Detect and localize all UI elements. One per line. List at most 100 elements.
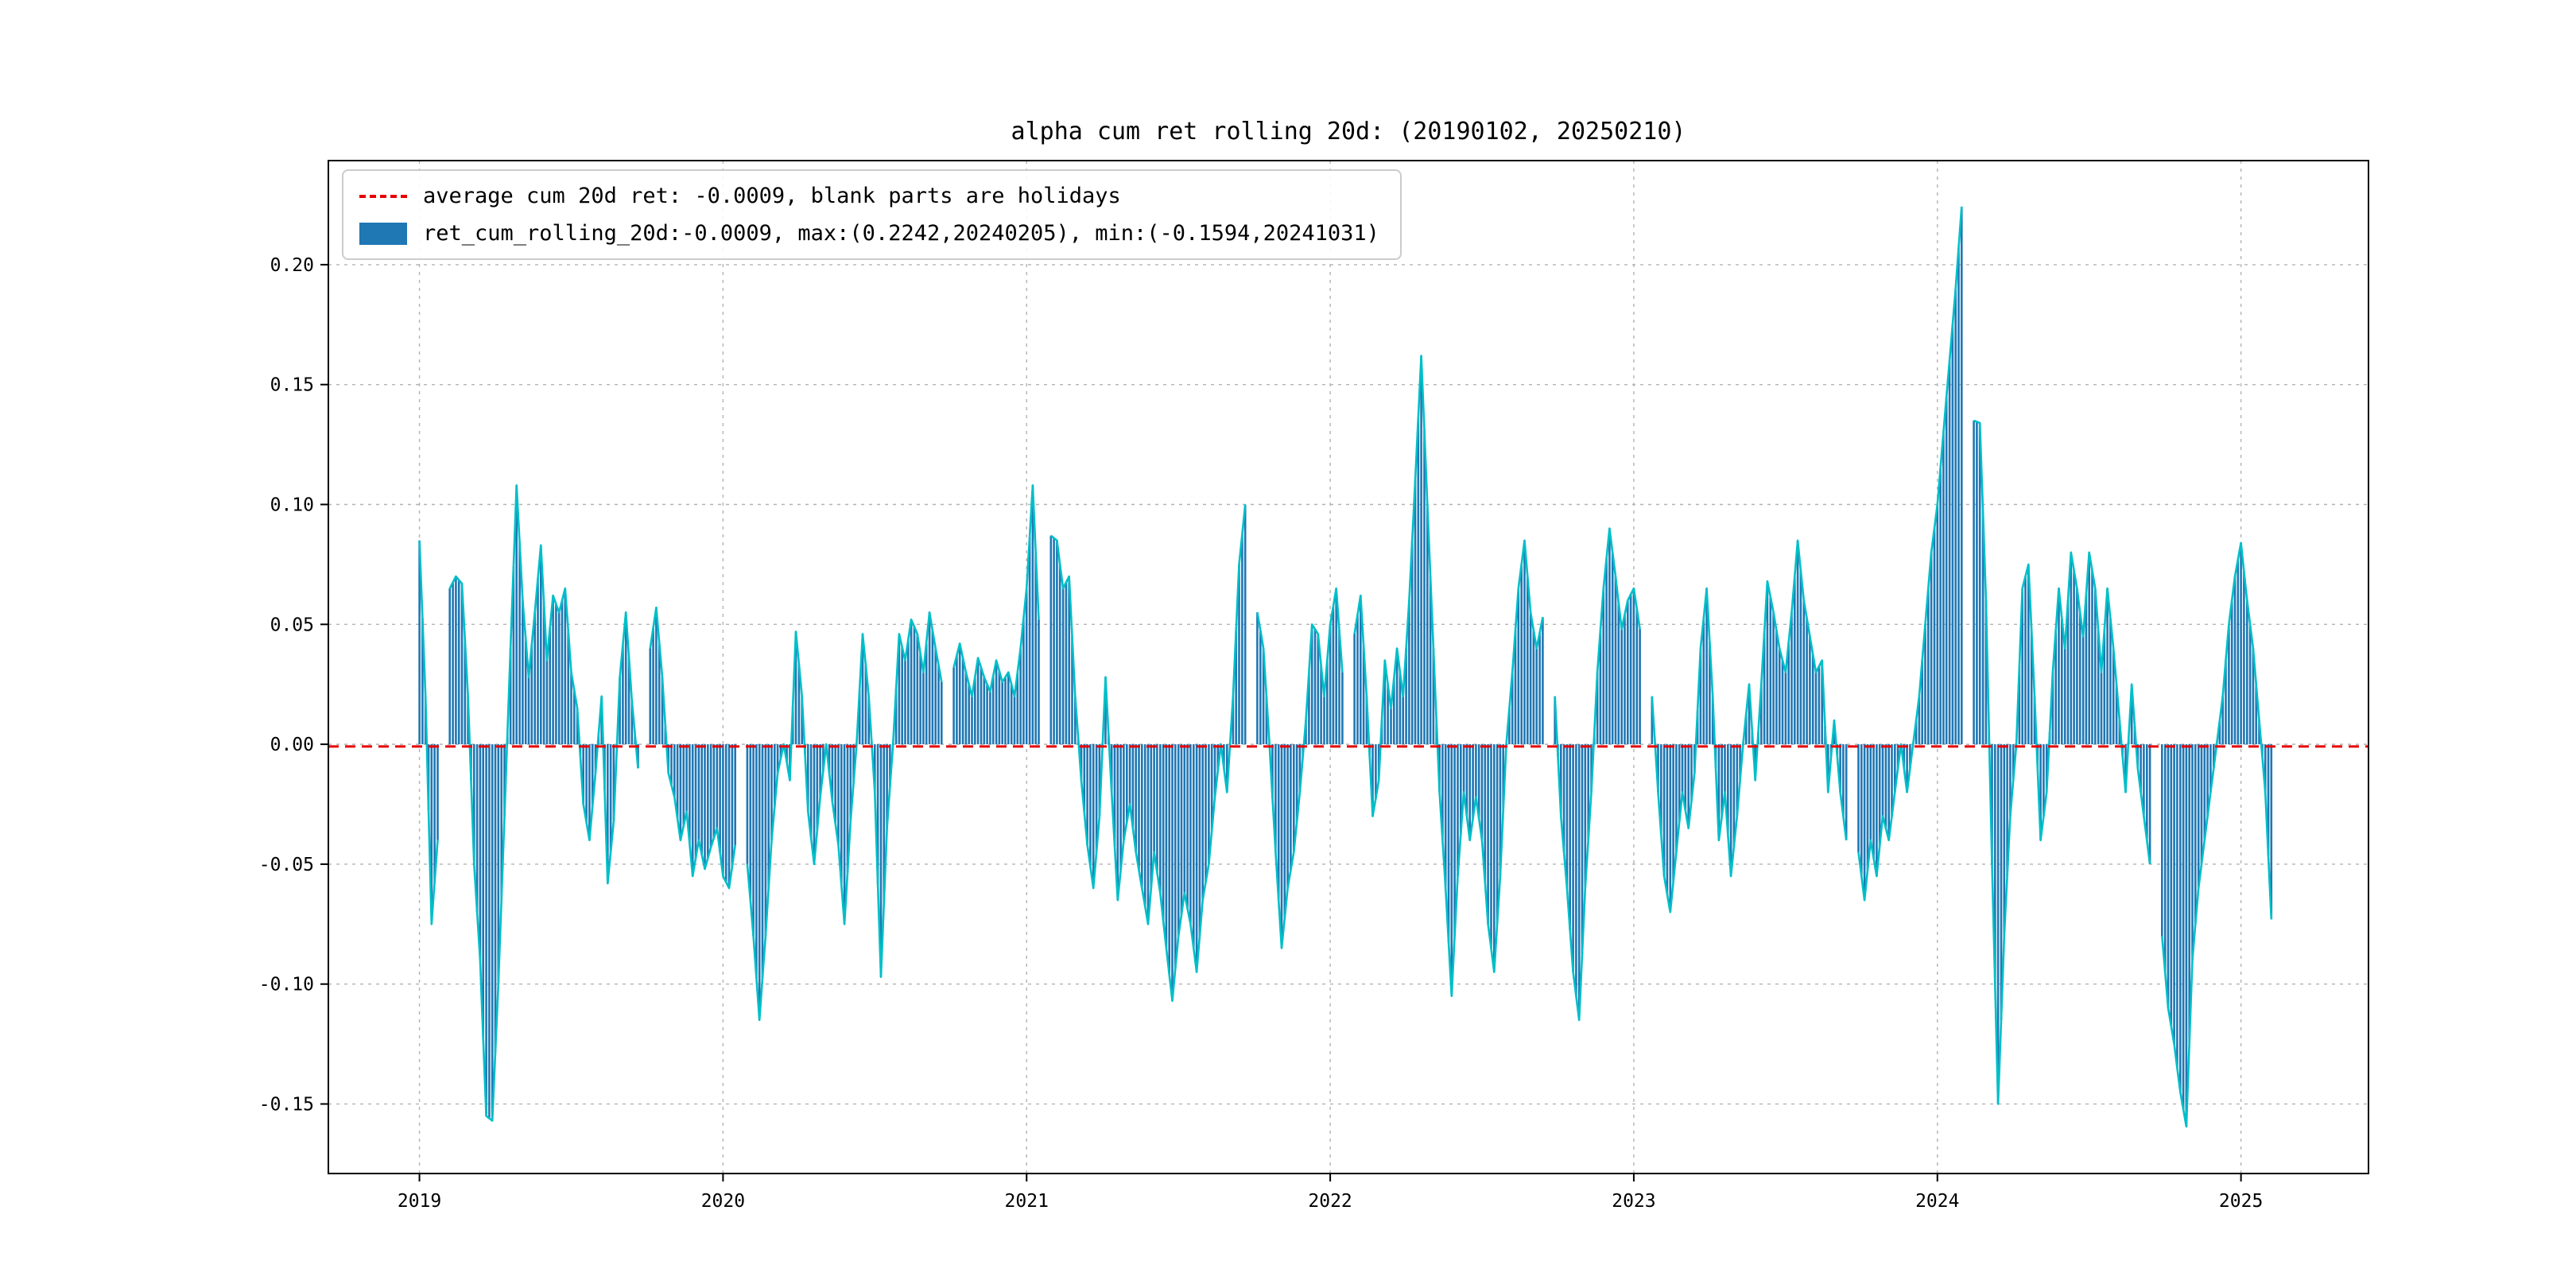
bar [627, 657, 630, 745]
bar [448, 588, 451, 745]
bar [1781, 660, 1784, 745]
bar [1462, 744, 1465, 793]
bar [1632, 588, 1635, 745]
bar [473, 744, 475, 864]
bar [776, 744, 779, 774]
bar [2097, 630, 2100, 745]
bar [1702, 618, 1705, 745]
bar [1860, 744, 1863, 876]
bar [1527, 576, 1529, 745]
bar [1517, 588, 1520, 745]
bar [779, 744, 782, 759]
bar [475, 744, 479, 913]
bar [591, 744, 594, 807]
bar [1074, 696, 1077, 745]
bar [500, 744, 502, 901]
bar [2030, 630, 2033, 745]
bar [1143, 744, 1146, 906]
bar [436, 744, 439, 840]
bar [518, 542, 521, 745]
bar [876, 744, 879, 885]
bar [1408, 600, 1410, 745]
bar [527, 677, 530, 745]
bar [1061, 588, 1065, 745]
bar [1869, 744, 1872, 840]
bar [989, 691, 991, 745]
bar [2206, 744, 2209, 817]
bar [2179, 744, 2182, 1092]
bar [2148, 744, 2151, 864]
bar [1624, 615, 1626, 745]
bar [1775, 630, 1778, 745]
bar [655, 607, 658, 745]
bar [652, 627, 654, 745]
bar [797, 664, 801, 745]
bars-group [418, 206, 2273, 1127]
bar [2109, 618, 2112, 745]
bar [540, 545, 542, 745]
bar [2009, 744, 2012, 817]
bar [2240, 542, 2242, 745]
bar [867, 696, 870, 745]
bar [1811, 654, 1814, 745]
bar [2270, 744, 2273, 920]
bar [661, 677, 664, 745]
bar [1794, 576, 1796, 745]
bar [457, 580, 460, 745]
bar [1165, 744, 1168, 949]
bar [1193, 744, 1195, 949]
bar [1241, 534, 1243, 745]
bar [2233, 576, 2237, 745]
bar [722, 744, 724, 876]
bar [1614, 576, 1617, 745]
bar [724, 744, 727, 883]
bar [2021, 588, 2023, 745]
bar [931, 630, 934, 745]
bar [1672, 744, 1674, 883]
bar [849, 744, 852, 821]
bar [2140, 744, 2142, 793]
bar [1223, 744, 1225, 769]
bar [991, 676, 995, 745]
bar [1213, 744, 1216, 797]
bar [1978, 423, 1981, 745]
bar [846, 744, 849, 873]
bar [786, 744, 788, 762]
grid [328, 161, 2368, 1174]
bar [1945, 396, 1948, 745]
bar [2103, 630, 2106, 745]
bar [1796, 540, 1799, 745]
bar [582, 744, 584, 805]
bar [1262, 648, 1265, 745]
bar [1146, 744, 1150, 925]
bar [1842, 744, 1845, 817]
bar [488, 744, 491, 1119]
bar [1457, 744, 1459, 876]
bar [1034, 552, 1037, 745]
bar [1444, 744, 1447, 889]
bar [1587, 744, 1589, 840]
bar [1690, 744, 1693, 801]
bar [576, 708, 579, 745]
bar [1511, 672, 1514, 745]
tick-labels-group: 2019 2020 2021 2022 2023 2024 2025 0.20 0.15 0.10… [259, 255, 2264, 1212]
y-tick-label: -0.15 [259, 1095, 314, 1115]
bar [509, 648, 512, 745]
bar [1205, 744, 1207, 883]
bar [2070, 552, 2073, 745]
bar [1243, 504, 1247, 745]
bar [1092, 744, 1095, 889]
bar [1954, 289, 1957, 745]
bar [2124, 744, 2127, 793]
bar [719, 744, 721, 852]
bar [2197, 744, 2200, 889]
bar [1542, 617, 1544, 745]
x-tick-label: 2023 [1612, 1191, 1655, 1212]
bar [1323, 696, 1325, 745]
legend: average cum 20d ret: -0.0009, blank part… [342, 169, 1402, 260]
bar [1760, 684, 1763, 745]
bar [1001, 681, 1003, 745]
bar [537, 579, 539, 745]
bar [1056, 540, 1058, 745]
